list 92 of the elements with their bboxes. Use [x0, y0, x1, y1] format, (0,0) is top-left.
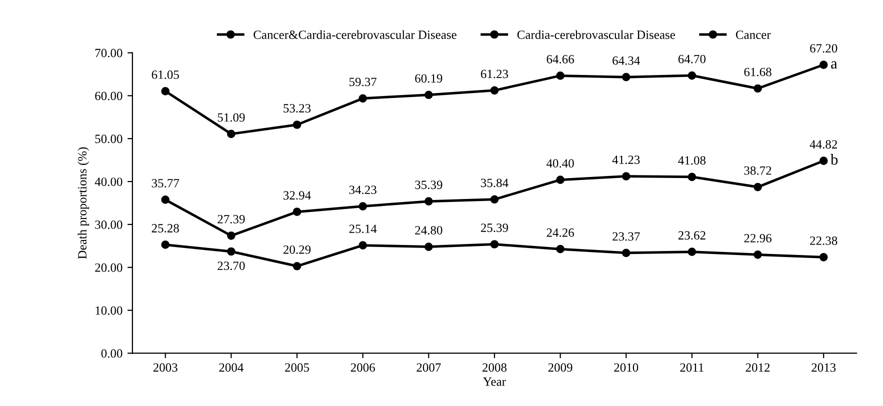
point [622, 172, 630, 180]
data-label: 35.77 [152, 179, 180, 188]
point [688, 71, 696, 80]
data-label: 27.39 [218, 215, 245, 224]
point [754, 84, 762, 93]
x-tick-label: 2005 [285, 363, 310, 372]
y-tick-label: 70.00 [95, 48, 122, 58]
point [754, 250, 762, 259]
x-tick-label: 2009 [548, 363, 572, 372]
point [622, 72, 630, 82]
data-label: 64.66 [546, 55, 574, 64]
x-tick-label: 2006 [350, 363, 375, 372]
annotation: a [831, 61, 838, 69]
data-label: 40.40 [546, 159, 574, 168]
y-tick-label: 60.00 [95, 92, 122, 100]
x-tick-label: 2008 [482, 363, 507, 372]
data-label: 41.23 [612, 156, 640, 164]
point [556, 72, 564, 80]
y-tick-label: 30.00 [95, 220, 122, 229]
point [161, 196, 170, 204]
x-tick-label: 2011 [680, 363, 704, 372]
point [556, 244, 564, 254]
data-label: 61.05 [152, 70, 179, 79]
point [424, 242, 433, 251]
x-tick-label: 2003 [153, 363, 178, 372]
data-label: 41.08 [678, 156, 706, 165]
point [424, 90, 433, 100]
point [622, 248, 630, 258]
data-label: 25.14 [349, 224, 377, 234]
point [292, 120, 302, 129]
point [358, 241, 367, 250]
point [424, 197, 433, 206]
point [161, 87, 170, 96]
x-tick-label: 2004 [219, 363, 244, 372]
x-tick-label: 2007 [416, 363, 441, 372]
data-label: 53.23 [284, 104, 311, 113]
point [556, 176, 564, 184]
data-label: 23.70 [218, 262, 245, 270]
point [754, 182, 762, 192]
data-label: 22.38 [810, 236, 838, 245]
point [358, 94, 367, 103]
point [227, 247, 236, 256]
data-label: 44.82 [810, 140, 837, 149]
data-label: 25.39 [480, 224, 508, 232]
data-label: 35.84 [481, 178, 508, 188]
data-label: 64.70 [678, 54, 706, 64]
legend-label: Cancer [736, 30, 771, 39]
data-label: 51.09 [218, 113, 245, 122]
data-label: 61.23 [480, 70, 508, 78]
point [227, 130, 236, 138]
data-label: 60.19 [415, 74, 442, 83]
x-tick-label: 2012 [746, 363, 770, 372]
data-label: 35.39 [415, 180, 442, 190]
y-tick-label: 50.00 [95, 134, 122, 144]
point [819, 60, 828, 69]
y-tick-label: 40.00 [94, 178, 122, 186]
data-label: 23.62 [678, 231, 706, 240]
data-label: 24.26 [546, 228, 574, 237]
data-label: 38.72 [744, 166, 772, 175]
data-label: 61.68 [744, 68, 772, 76]
point [227, 231, 236, 240]
legend-label: Cancer&Cardia-cerebrovascular Disease [254, 30, 456, 39]
point [292, 208, 302, 216]
y-tick-label: 10.00 [96, 306, 122, 315]
data-label: 64.34 [612, 56, 640, 65]
point [358, 202, 367, 210]
data-label: 67.20 [810, 44, 838, 53]
data-label: 32.94 [284, 191, 311, 200]
point [292, 262, 302, 270]
point [688, 248, 696, 256]
point [490, 195, 499, 204]
x-axis-title: Year [483, 378, 506, 386]
data-label: 59.37 [349, 78, 377, 86]
y-tick-label: 20.00 [95, 263, 122, 272]
data-label: 34.23 [349, 186, 376, 194]
data-label: 25.28 [152, 224, 179, 233]
data-label: 24.80 [415, 226, 442, 235]
annotation: b [830, 154, 838, 165]
legend-label: Cardia-cerebrovascular Disease [517, 30, 675, 39]
point [490, 86, 499, 95]
point [490, 240, 499, 248]
point [161, 240, 170, 249]
point [688, 172, 696, 182]
point [819, 156, 828, 166]
data-label: 22.96 [744, 234, 772, 242]
x-tick-label: 2010 [614, 363, 638, 372]
data-label: 23.37 [612, 232, 640, 241]
x-tick-label: 2013 [812, 363, 836, 372]
data-label: 20.29 [283, 245, 311, 254]
y-axis-title: Death proportions (%) [78, 147, 90, 259]
point [819, 253, 828, 262]
y-tick-label: 0.00 [101, 349, 122, 358]
